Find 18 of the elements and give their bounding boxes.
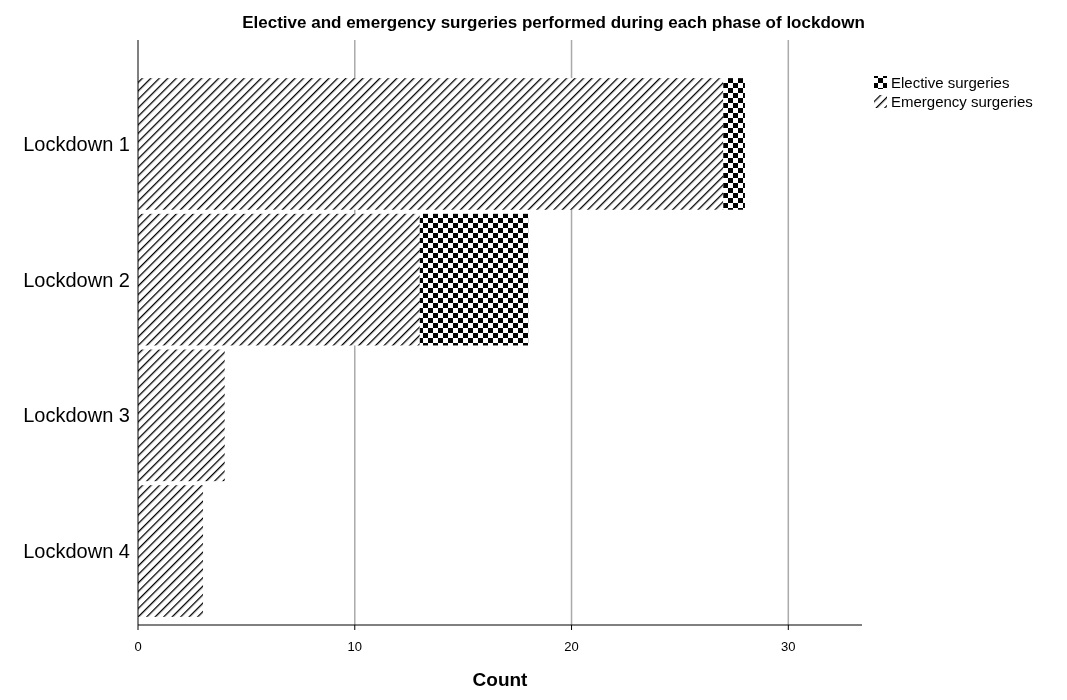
bar — [138, 349, 225, 482]
bar — [723, 78, 745, 210]
x-tick-label: 10 — [347, 639, 362, 654]
bar — [419, 213, 529, 346]
y-tick-label: Lockdown 4 — [23, 540, 130, 563]
legend-label: Emergency surgeries — [891, 93, 1033, 110]
x-tick-label: 30 — [781, 639, 796, 654]
bar — [138, 78, 724, 210]
legend-label: Elective surgeries — [891, 74, 1010, 91]
chart-title: Elective and emergency surgeries performed during each phase of lockdown — [242, 13, 865, 32]
y-tick-label: Lockdown 3 — [23, 404, 130, 427]
bar — [138, 213, 420, 346]
x-tick-label: 0 — [134, 639, 142, 654]
x-tick-label: 20 — [564, 639, 579, 654]
x-axis-title: Count — [472, 669, 529, 690]
y-tick-label: Lockdown 2 — [23, 268, 130, 291]
y-tick-label: Lockdown 1 — [23, 132, 130, 155]
bar — [138, 485, 204, 617]
